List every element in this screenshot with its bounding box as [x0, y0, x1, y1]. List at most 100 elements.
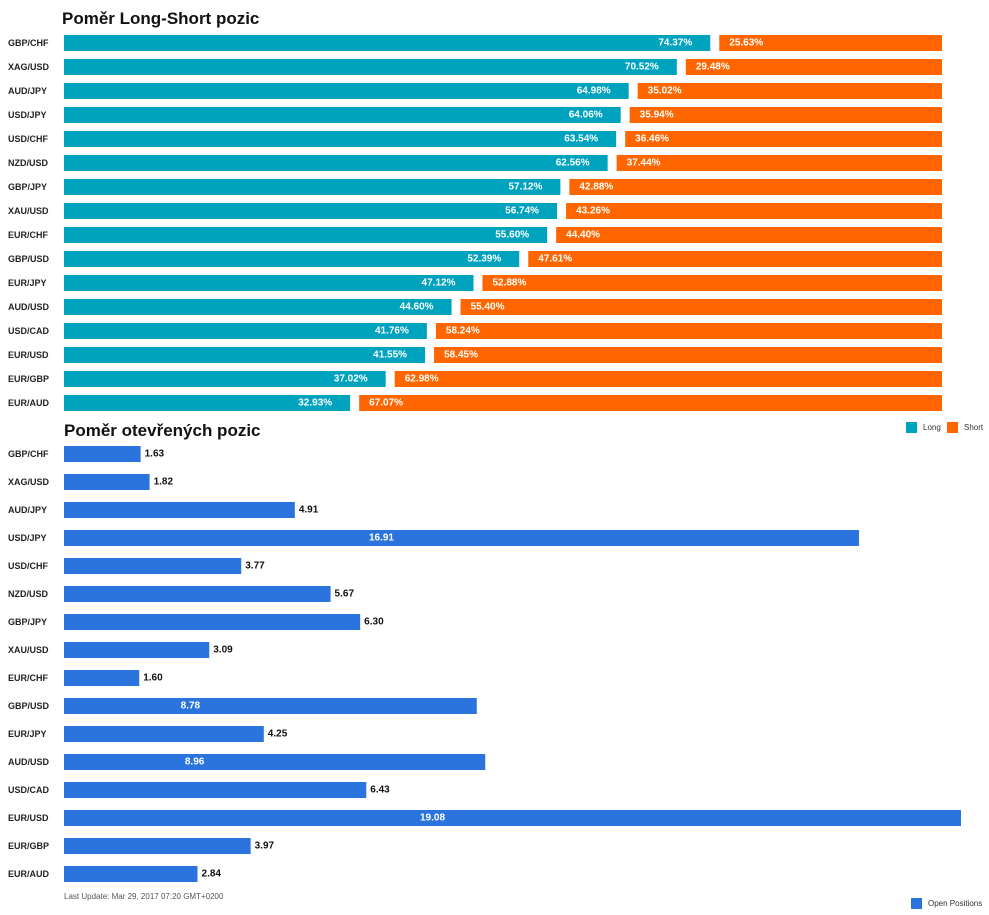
- data-label-long: 63.54%: [564, 134, 598, 145]
- bar-open-positions: [64, 558, 242, 574]
- bar-short: [637, 83, 942, 99]
- bar-open-positions: [64, 530, 859, 546]
- bar-short: [569, 179, 942, 195]
- bar-open-positions: [64, 446, 141, 462]
- bar-long: [64, 395, 351, 411]
- bar-long: [64, 59, 677, 75]
- bar-short: [629, 107, 942, 123]
- category-label: EUR/CHF: [8, 673, 49, 683]
- bar-long: [64, 83, 629, 99]
- data-label-short: 42.88%: [579, 182, 613, 193]
- category-label: GBP/USD: [8, 701, 50, 711]
- data-label-open-positions: 3.97: [255, 841, 275, 852]
- category-label: EUR/GBP: [8, 374, 49, 384]
- data-label-open-positions: 1.63: [145, 449, 165, 460]
- category-label: USD/CHF: [8, 134, 49, 144]
- bar-short: [528, 251, 942, 267]
- bar-short: [435, 323, 942, 339]
- bar-open-positions: [64, 474, 150, 490]
- category-label: EUR/AUD: [8, 869, 50, 879]
- data-label-open-positions: 4.91: [299, 505, 319, 516]
- data-label-open-positions: 6.43: [370, 785, 390, 796]
- category-label: NZD/USD: [8, 589, 48, 599]
- data-label-long: 57.12%: [508, 182, 542, 193]
- category-label: XAU/USD: [8, 645, 49, 655]
- category-label: AUD/JPY: [8, 86, 47, 96]
- category-label: EUR/USD: [8, 813, 49, 823]
- bar-long: [64, 275, 474, 291]
- bar-open-positions: [64, 726, 264, 742]
- category-label: AUD/JPY: [8, 505, 47, 515]
- bar-short: [625, 131, 942, 147]
- bar-open-positions: [64, 586, 331, 602]
- data-label-long: 52.39%: [467, 254, 501, 265]
- bar-short: [434, 347, 942, 363]
- data-label-short: 37.44%: [627, 158, 661, 169]
- legend-short[interactable]: Short: [947, 422, 983, 433]
- legend-long-label: Long: [923, 423, 941, 432]
- data-label-long: 56.74%: [505, 206, 539, 217]
- category-label: EUR/JPY: [8, 729, 47, 739]
- bar-open-positions: [64, 782, 367, 798]
- bar-long: [64, 155, 608, 171]
- data-label-long: 41.55%: [373, 350, 407, 361]
- data-label-open-positions: 19.08: [420, 813, 445, 824]
- category-label: NZD/USD: [8, 158, 48, 168]
- data-label-short: 36.46%: [635, 134, 669, 145]
- bar-open-positions: [64, 754, 486, 770]
- data-label-open-positions: 8.78: [181, 701, 201, 712]
- data-label-short: 58.45%: [444, 350, 478, 361]
- data-label-short: 43.26%: [576, 206, 610, 217]
- category-label: GBP/JPY: [8, 617, 47, 627]
- category-label: GBP/USD: [8, 254, 50, 264]
- category-label: GBP/CHF: [8, 449, 49, 459]
- legend-open-positions[interactable]: Open Positions: [911, 898, 982, 909]
- bar-short: [359, 395, 942, 411]
- bar-long: [64, 299, 452, 315]
- category-label: USD/JPY: [8, 110, 47, 120]
- data-label-short: 35.94%: [640, 110, 674, 121]
- data-label-long: 55.60%: [495, 230, 529, 241]
- data-label-open-positions: 1.60: [143, 673, 163, 684]
- category-label: EUR/AUD: [8, 398, 50, 408]
- data-label-open-positions: 3.09: [213, 645, 233, 656]
- bar-long: [64, 107, 621, 123]
- legend-open-positions-label: Open Positions: [928, 899, 983, 908]
- data-label-short: 25.63%: [729, 38, 763, 49]
- data-label-long: 70.52%: [625, 62, 659, 73]
- data-label-long: 44.60%: [400, 302, 434, 313]
- category-label: EUR/USD: [8, 350, 49, 360]
- category-label: EUR/CHF: [8, 230, 49, 240]
- last-update-text: Last Update: Mar 29, 2017 07:20 GMT+0200: [64, 892, 224, 901]
- category-label: AUD/USD: [8, 757, 50, 767]
- bar-long: [64, 227, 548, 243]
- bar-long: [64, 35, 711, 51]
- bar-open-positions: [64, 502, 295, 518]
- data-label-short: 44.40%: [566, 230, 600, 241]
- data-label-open-positions: 3.77: [245, 561, 265, 572]
- data-label-long: 41.76%: [375, 326, 409, 337]
- bar-long: [64, 371, 386, 387]
- data-label-long: 37.02%: [334, 374, 368, 385]
- bar-long: [64, 251, 520, 267]
- data-label-long: 47.12%: [422, 278, 456, 289]
- data-label-short: 67.07%: [369, 398, 403, 409]
- data-label-open-positions: 2.84: [202, 869, 222, 880]
- data-label-open-positions: 16.91: [369, 533, 394, 544]
- bar-short: [394, 371, 942, 387]
- legend-long-swatch: [906, 422, 917, 433]
- category-label: GBP/JPY: [8, 182, 47, 192]
- bar-short: [482, 275, 942, 291]
- bar-open-positions: [64, 614, 361, 630]
- data-label-long: 32.93%: [298, 398, 332, 409]
- legend-short-label: Short: [964, 423, 984, 432]
- data-label-long: 74.37%: [658, 38, 692, 49]
- data-label-long: 64.06%: [569, 110, 603, 121]
- bar-long: [64, 131, 617, 147]
- legend-short-swatch: [947, 422, 958, 433]
- legend-open-positions-swatch: [911, 898, 922, 909]
- legend-long[interactable]: Long: [906, 422, 941, 433]
- category-label: XAU/USD: [8, 206, 49, 216]
- bar-open-positions: [64, 642, 210, 658]
